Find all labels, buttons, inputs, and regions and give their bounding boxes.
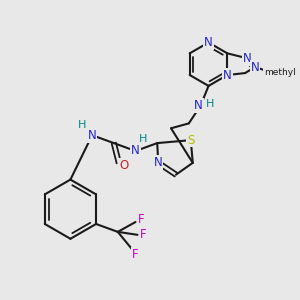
Text: N: N [194, 99, 203, 112]
Text: F: F [132, 248, 139, 261]
Text: F: F [140, 228, 147, 241]
Text: H: H [139, 134, 148, 144]
Text: N: N [131, 145, 140, 158]
Text: H: H [78, 120, 86, 130]
Text: O: O [119, 159, 128, 172]
Text: N: N [88, 129, 97, 142]
Text: H: H [206, 99, 215, 109]
Text: N: N [243, 52, 251, 65]
Text: F: F [138, 212, 145, 226]
Text: methyl: methyl [264, 68, 296, 76]
Text: S: S [187, 134, 194, 147]
Text: N: N [250, 61, 259, 74]
Text: N: N [204, 36, 213, 49]
Text: N: N [223, 68, 232, 82]
Text: N: N [154, 156, 163, 169]
